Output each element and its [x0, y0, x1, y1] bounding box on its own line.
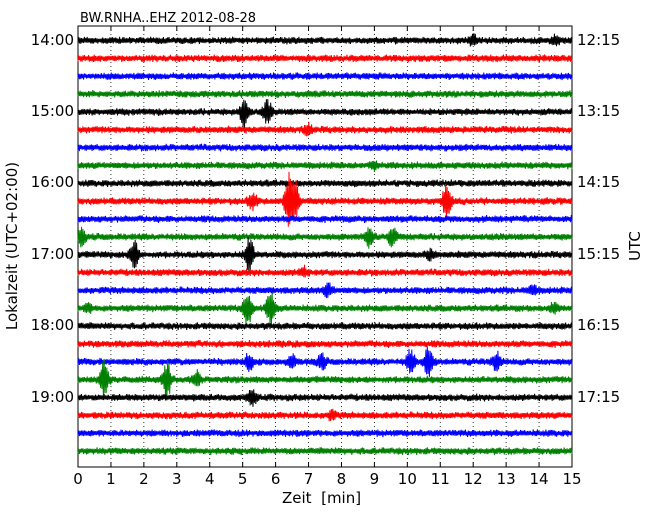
trace-row-6 — [77, 143, 573, 152]
x-tick-label-3: 3 — [172, 470, 182, 488]
right-tick-label-2: 14:15 — [577, 173, 621, 192]
seismic-traces — [77, 33, 573, 456]
x-tick-label-5: 5 — [237, 470, 248, 488]
y-axis-label-right: UTC — [626, 231, 644, 261]
x-tick-label-1: 1 — [106, 470, 116, 488]
chart-title: BW.RNHA..EHZ 2012-08-28 — [80, 11, 256, 26]
left-tick-label-1: 15:00 — [30, 101, 74, 120]
x-tick-label-10: 10 — [397, 470, 417, 488]
x-tick-label-0: 0 — [73, 470, 83, 488]
left-tick-label-2: 16:00 — [30, 173, 74, 192]
axis-ticks — [77, 26, 573, 467]
trace-row-16 — [77, 322, 573, 331]
trace-row-10 — [77, 214, 573, 223]
trace-row-5 — [77, 121, 573, 137]
trace-row-22 — [77, 429, 573, 438]
trace-row-12 — [77, 236, 573, 272]
x-axis-label: Zeit [min] — [282, 489, 362, 507]
trace-row-15 — [77, 292, 573, 328]
trace-row-1 — [77, 54, 573, 63]
left-tick-label-4: 18:00 — [30, 316, 74, 335]
x-tick-label-6: 6 — [270, 470, 281, 488]
x-tick-label-9: 9 — [369, 470, 380, 488]
plot-area — [77, 25, 573, 468]
left-tick-label-5: 19:00 — [30, 387, 74, 406]
trace-row-20 — [77, 389, 573, 407]
right-tick-label-0: 12:15 — [577, 30, 621, 49]
x-tick-label-14: 14 — [529, 470, 549, 488]
x-tick-label-2: 2 — [139, 470, 149, 488]
trace-row-2 — [77, 72, 573, 81]
trace-row-19 — [77, 358, 573, 401]
trace-row-9 — [77, 171, 573, 227]
x-tick-label-13: 13 — [496, 470, 516, 488]
right-tick-label-1: 13:15 — [577, 101, 621, 120]
right-tick-label-5: 17:15 — [577, 387, 621, 406]
trace-row-23 — [77, 447, 573, 456]
trace-row-13 — [77, 264, 573, 278]
x-tick-label-8: 8 — [336, 470, 347, 488]
y-axis-label-left: Lokalzeit (UTC+02:00) — [3, 161, 21, 331]
trace-row-0 — [77, 33, 573, 47]
trace-row-8 — [77, 179, 573, 188]
trace-row-7 — [77, 160, 573, 173]
x-tick-label-15: 15 — [562, 470, 582, 488]
x-tick-label-11: 11 — [430, 470, 450, 488]
right-tick-label-3: 15:15 — [577, 244, 621, 263]
x-tick-label-12: 12 — [463, 470, 483, 488]
right-tick-label-4: 16:15 — [577, 316, 621, 335]
x-tick-label-7: 7 — [303, 470, 314, 488]
trace-row-11 — [77, 226, 573, 249]
x-tick-label-4: 4 — [204, 470, 215, 488]
minute-gridlines — [110, 26, 540, 467]
trace-row-14 — [77, 282, 573, 299]
trace-row-17 — [77, 340, 573, 348]
trace-row-4 — [77, 99, 573, 129]
trace-row-3 — [77, 90, 573, 98]
trace-row-18 — [77, 346, 573, 377]
trace-row-21 — [77, 408, 573, 422]
left-tick-label-3: 17:00 — [30, 244, 74, 263]
left-tick-label-0: 14:00 — [30, 30, 74, 49]
